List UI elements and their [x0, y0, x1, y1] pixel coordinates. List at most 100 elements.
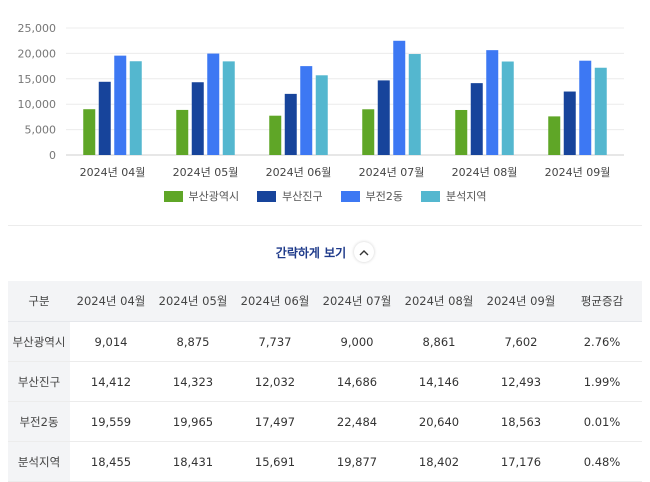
bar [284, 93, 297, 155]
table-cell: 8,875 [152, 321, 234, 362]
bar [579, 60, 592, 155]
bar [315, 75, 328, 155]
row-label: 부산진구 [8, 361, 70, 402]
table-cell: 7,737 [234, 321, 316, 362]
table-cell: 18,402 [398, 441, 480, 482]
bar [393, 40, 406, 155]
bar [486, 50, 499, 155]
legend-swatch [163, 190, 183, 202]
chevron-up-icon [354, 242, 375, 262]
header-month: 2024년 04월 [70, 281, 152, 322]
legend-label: 부산광역시 [188, 190, 240, 203]
legend-item-busanjin[interactable]: 부산진구 [257, 188, 323, 204]
header-month: 2024년 09월 [480, 281, 562, 322]
bar [191, 82, 204, 155]
table-cell: 8,861 [398, 321, 480, 362]
y-tick-label: 20,000 [18, 47, 57, 60]
y-tick-label: 25,000 [18, 22, 57, 35]
table-cell: 18,431 [152, 441, 234, 482]
table-cell: 15,691 [234, 441, 316, 482]
bar [207, 53, 220, 155]
legend-item-bujeon2[interactable]: 부전2동 [340, 188, 403, 204]
table-cell: 12,032 [234, 361, 316, 402]
header-category: 구분 [8, 281, 70, 322]
table-cell: 14,412 [70, 361, 152, 402]
chart-legend: 부산광역시 부산진구 부전2동 분석지역 [0, 186, 650, 206]
legend-label: 부산진구 [282, 190, 323, 203]
row-label: 부산광역시 [8, 321, 70, 362]
legend-swatch [257, 190, 277, 202]
x-tick-label: 2024년 09월 [545, 166, 611, 179]
table-cell: 20,640 [398, 401, 480, 442]
table-header-row: 구분 2024년 04월 2024년 05월 2024년 06월 2024년 0… [8, 281, 642, 322]
y-tick-label: 5,000 [25, 124, 57, 137]
y-tick-label: 0 [49, 149, 56, 162]
bar [114, 55, 127, 155]
legend-label: 부전2동 [365, 190, 403, 203]
row-label: 부전2동 [8, 401, 70, 442]
bar-chart: 0 5,000 10,000 15,000 20,000 25,000 2024년 04월 2… [18, 22, 624, 179]
bar [501, 61, 514, 156]
header-month: 2024년 08월 [398, 281, 480, 322]
bar [176, 109, 189, 155]
header-avg-change: 평균증감 [562, 281, 642, 322]
table-row: 부산광역시 9,014 8,875 7,737 9,000 8,861 7,60… [8, 321, 642, 362]
bar [362, 109, 375, 155]
toggle-label: 간략하게 보기 [275, 245, 347, 260]
table-row: 부전2동 19,559 19,965 17,497 22,484 20,640 … [8, 401, 642, 442]
table-cell: 18,455 [70, 441, 152, 482]
y-tick-label: 10,000 [18, 98, 57, 111]
table-cell: 9,000 [316, 321, 398, 362]
avg-change-cell: 0.48% [562, 441, 642, 482]
table-cell: 17,497 [234, 401, 316, 442]
bar [129, 61, 142, 156]
bar [594, 67, 607, 155]
legend-swatch [340, 190, 360, 202]
header-month: 2024년 05월 [152, 281, 234, 322]
table-cell: 9,014 [70, 321, 152, 362]
bar [377, 80, 390, 155]
table-cell: 12,493 [480, 361, 562, 402]
x-tick-label: 2024년 05월 [173, 166, 239, 179]
bar [83, 109, 96, 155]
legend-label: 분석지역 [445, 190, 487, 203]
table-cell: 18,563 [480, 401, 562, 442]
header-month: 2024년 07월 [316, 281, 398, 322]
row-label: 분석지역 [8, 441, 70, 482]
table-cell: 14,323 [152, 361, 234, 402]
bar [470, 83, 483, 155]
table-cell: 19,965 [152, 401, 234, 442]
header-month: 2024년 06월 [234, 281, 316, 322]
avg-change-cell: 2.76% [562, 321, 642, 362]
x-tick-label: 2024년 08월 [452, 166, 518, 179]
y-tick-label: 15,000 [18, 73, 57, 86]
bar [408, 54, 421, 155]
x-tick-label: 2024년 04월 [80, 166, 146, 179]
bar [455, 109, 468, 155]
avg-change-cell: 0.01% [562, 401, 642, 442]
table-row: 부산진구 14,412 14,323 12,032 14,686 14,146 … [8, 361, 642, 402]
bar [98, 81, 111, 155]
bar [269, 115, 282, 155]
table-cell: 17,176 [480, 441, 562, 482]
table-cell: 14,146 [398, 361, 480, 402]
table-cell: 14,686 [316, 361, 398, 402]
bar [563, 91, 576, 155]
data-table: 구분 2024년 04월 2024년 05월 2024년 06월 2024년 0… [8, 281, 642, 482]
legend-item-busan[interactable]: 부산광역시 [163, 188, 240, 204]
table-cell: 19,559 [70, 401, 152, 442]
table-cell: 7,602 [480, 321, 562, 362]
collapse-toggle-button[interactable]: 간략하게 보기 [0, 239, 650, 265]
section-divider [8, 225, 642, 226]
bar [222, 61, 235, 155]
x-tick-label: 2024년 07월 [359, 166, 425, 179]
legend-swatch [420, 190, 440, 202]
bar [300, 66, 313, 155]
bar [548, 116, 561, 155]
table-row: 분석지역 18,455 18,431 15,691 19,877 18,402 … [8, 441, 642, 482]
table-cell: 22,484 [316, 401, 398, 442]
avg-change-cell: 1.99% [562, 361, 642, 402]
x-tick-label: 2024년 06월 [266, 166, 332, 179]
table-cell: 19,877 [316, 441, 398, 482]
legend-item-analysis[interactable]: 분석지역 [420, 188, 487, 204]
